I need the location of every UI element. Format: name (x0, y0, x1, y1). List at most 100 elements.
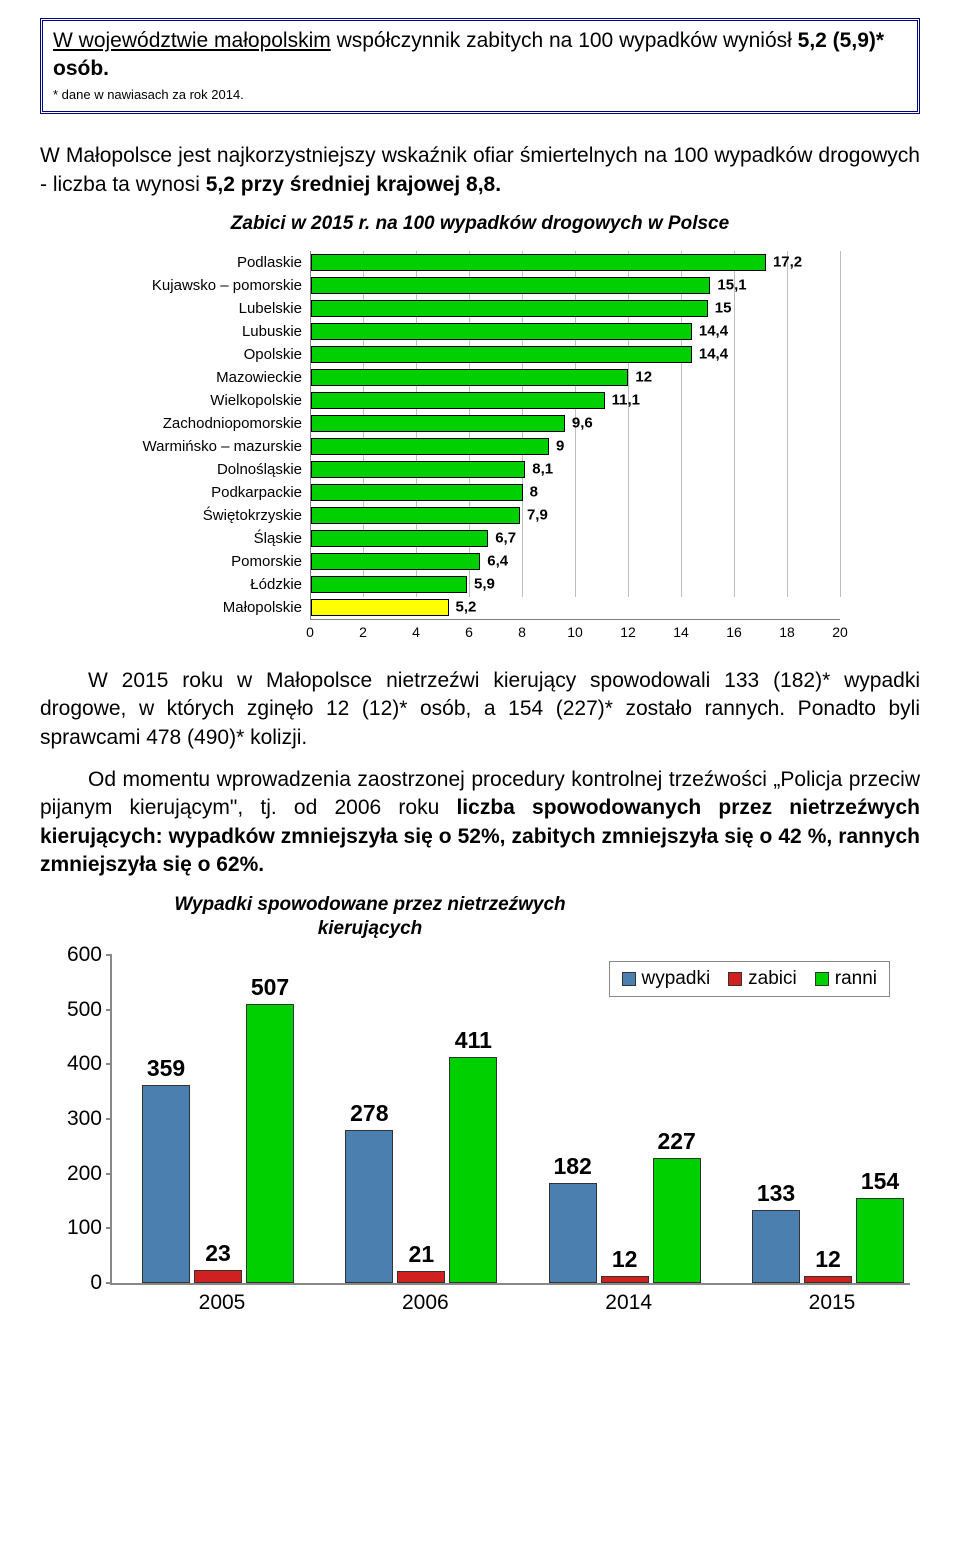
hbar-row: Warmińsko – mazurskie9 (120, 435, 840, 458)
hbar-value: 14,4 (691, 346, 728, 363)
hbar-bar: 17,2 (311, 254, 766, 271)
hbar-label: Mazowieckie (120, 369, 310, 386)
hbar-plot-cell: 5,9 (310, 573, 840, 596)
info-box: W województwie małopolskim współczynnik … (40, 18, 920, 114)
vchart-ytick: 300 (67, 1107, 112, 1131)
vchart-group: 35923507 (142, 1004, 294, 1283)
hbar-xtick: 10 (567, 624, 583, 640)
hbar-label: Zachodniopomorskie (120, 415, 310, 432)
hbar-plot-cell: 14,4 (310, 320, 840, 343)
hbar-xtick: 4 (412, 624, 420, 640)
hbar-label: Opolskie (120, 346, 310, 363)
hbar-xtick: 18 (779, 624, 795, 640)
hbar-value: 9,6 (564, 415, 593, 432)
hbar-row: Opolskie 14,4 (120, 343, 840, 366)
vchart-bar: 21 (397, 1271, 445, 1283)
hbar-plot-cell: 9 (310, 435, 840, 458)
vchart-bar: 507 (246, 1004, 294, 1283)
hbar-plot-cell: 14,4 (310, 343, 840, 366)
hbar-xtick: 14 (673, 624, 689, 640)
vchart-bar-value: 278 (350, 1100, 388, 1131)
vchart-wrap: Wypadki spowodowane przez nietrzeźwych k… (40, 893, 920, 1325)
hbar-plot-cell: 12 (310, 366, 840, 389)
vchart-group: 182 12 227 (549, 1158, 701, 1283)
hbar-plot-cell: 15,1 (310, 274, 840, 297)
hbar-label: Warmińsko – mazurskie (120, 438, 310, 455)
hbar-label: Małopolskie (120, 599, 310, 616)
intro-text-b: 5,2 przy średniej krajowej 8,8. (206, 173, 501, 196)
vchart-group: 13312154 (752, 1198, 904, 1283)
paragraph-3: Od momentu wprowadzenia zaostrzonej proc… (40, 766, 920, 879)
legend-label: wypadki (642, 968, 711, 990)
vchart-bar-value: 182 (553, 1153, 591, 1184)
hbar-plot-cell: 8 (310, 481, 840, 504)
vchart-bar: 182 (549, 1183, 597, 1283)
hbar-plot-cell: 6,7 (310, 527, 840, 550)
intro-paragraph: W Małopolsce jest najkorzystniejszy wska… (40, 142, 920, 199)
vchart-bar-value: 154 (861, 1168, 899, 1199)
hbar-plot-cell: 5,2 (310, 596, 840, 619)
hbar-plot-cell: 15 (310, 297, 840, 320)
hbar-bar: 9 (311, 438, 549, 455)
info-box-mid: współczynnik zabitych na 100 wypadków wy… (331, 29, 798, 52)
vchart-bar-value: 12 (612, 1246, 638, 1277)
hbar-xtick: 20 (832, 624, 848, 640)
hbar-bar: 9,6 (311, 415, 565, 432)
info-box-underline: W województwie małopolskim (53, 29, 331, 52)
hbar-plot-cell: 17,2 (310, 251, 840, 274)
vchart-xlabel: 2014 (605, 1283, 652, 1315)
vchart-bar-value: 411 (455, 1027, 492, 1058)
hbar-label: Wielkopolskie (120, 392, 310, 409)
hbar-value: 14,4 (691, 323, 728, 340)
hbar-label: Lubelskie (120, 300, 310, 317)
hbar-value: 8 (522, 484, 538, 501)
legend-swatch (815, 972, 829, 986)
hbar-value: 12 (627, 369, 652, 386)
hbar-value: 9 (548, 438, 564, 455)
hbar-chart: Podlaskie17,2Kujawsko – pomorskie15,1Lub… (120, 251, 840, 641)
hbar-row: Świętokrzyskie7,9 (120, 504, 840, 527)
hbar-value: 5,2 (448, 599, 477, 616)
hbar-xtick: 8 (518, 624, 526, 640)
hbar-bar: 5,9 (311, 576, 467, 593)
vchart-xlabel: 2006 (402, 1283, 449, 1315)
hbar-row: Lubuskie 14,4 (120, 320, 840, 343)
hbar-label: Pomorskie (120, 553, 310, 570)
vchart-xlabel: 2005 (199, 1283, 246, 1315)
hbar-bar: 7,9 (311, 507, 520, 524)
vchart-bar-value: 21 (409, 1241, 435, 1272)
vchart-ytick: 400 (67, 1052, 112, 1076)
hbar-value: 6,7 (487, 530, 516, 547)
hbar-label: Lubuskie (120, 323, 310, 340)
vchart-ytick: 0 (90, 1271, 112, 1295)
hbar-gridline (840, 251, 841, 597)
vchart-bar: 12 (601, 1276, 649, 1283)
hbar-plot-cell: 8,1 (310, 458, 840, 481)
hbar-row: Lubelskie15 (120, 297, 840, 320)
hbar-label: Śląskie (120, 530, 310, 547)
hbar-bar: 15,1 (311, 277, 710, 294)
hbar-row: Kujawsko – pomorskie15,1 (120, 274, 840, 297)
hbar-label: Łódzkie (120, 576, 310, 593)
vchart-ytick: 200 (67, 1162, 112, 1186)
vchart-bar-value: 23 (205, 1240, 231, 1271)
hbar-row: Mazowieckie 12 (120, 366, 840, 389)
hbar-row: Podkarpackie8 (120, 481, 840, 504)
vchart-ytick: 600 (67, 943, 112, 967)
hbar-bar: 15 (311, 300, 708, 317)
hbar-label: Kujawsko – pomorskie (120, 277, 310, 294)
vchart-bar: 227 (653, 1158, 701, 1283)
legend-swatch (728, 972, 742, 986)
hbar-value: 17,2 (765, 254, 802, 271)
hbar-value: 7,9 (519, 507, 548, 524)
vchart-plot: wypadkizabiciranni 010020030040050060035… (110, 955, 910, 1285)
vchart-bar-value: 133 (757, 1180, 795, 1211)
hbar-bar: 5,2 (311, 599, 449, 616)
hbar-bar: 11,1 (311, 392, 605, 409)
vchart-bar: 23 (194, 1270, 242, 1283)
vchart-bar-value: 227 (657, 1128, 695, 1159)
hbar-label: Dolnośląskie (120, 461, 310, 478)
vchart-bar-value: 12 (815, 1246, 841, 1277)
hbar-xtick: 16 (726, 624, 742, 640)
hbar-xtick: 2 (359, 624, 367, 640)
